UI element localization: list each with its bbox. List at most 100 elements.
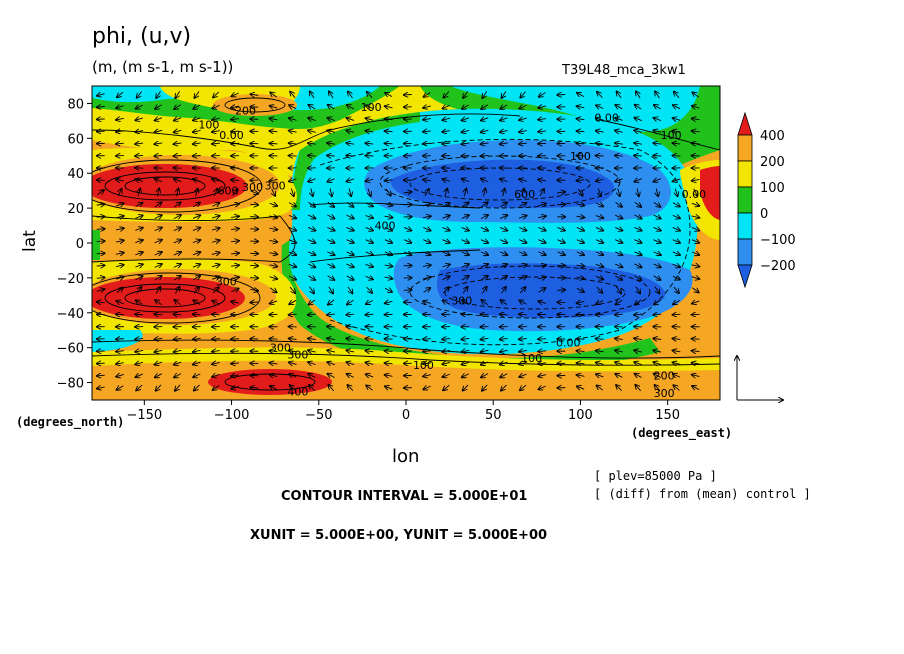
wind-vector [442,105,450,108]
wind-vector [347,374,354,378]
wind-vector [385,363,393,364]
wind-vector [346,202,354,206]
wind-vector [500,202,507,208]
field-green-west-edge [92,230,100,260]
wind-vector [365,339,374,340]
wind-vector [135,374,143,377]
wind-vector [250,191,258,194]
wind-vector [672,156,681,157]
contour-label: 100 [361,101,382,114]
wind-vector [290,385,296,391]
wind-vector [346,314,355,315]
wind-vector [135,264,142,267]
wind-vector [269,339,278,340]
wind-vector [499,252,507,255]
wind-vector [577,301,585,303]
wind-vector [269,351,278,352]
wind-vector [598,188,601,197]
wind-vector [423,106,431,108]
wind-vector [634,179,642,182]
wind-vector [308,374,316,378]
wind-vector [673,286,679,293]
wind-vector [480,264,488,267]
wind-vector [557,192,565,193]
wind-vector [289,105,297,109]
colorbar-cap-top [737,111,753,136]
x-tick-label: 100 [568,408,593,423]
wind-vector [174,143,182,144]
wind-vector [231,204,239,206]
wind-vector [269,216,278,218]
wind-vector [539,92,546,97]
wind-vector [614,264,622,267]
wind-vector [501,287,506,294]
wind-vector [308,362,316,365]
wind-vector [692,351,700,352]
y-axis-unit: (degrees_north) [16,415,125,429]
wind-vector [461,155,470,156]
contour-label: 0.00 [556,336,581,349]
wind-vector [538,375,547,377]
y-axis-label: lat [20,230,40,252]
wind-vector [155,287,160,294]
wind-vector [269,143,278,144]
wind-vector [365,264,374,266]
field-red-nh-high [92,164,247,208]
wind-vector [519,374,527,377]
wind-vector [500,155,508,156]
wind-vector [423,301,431,303]
wind-vector [250,387,259,388]
wind-vector [212,131,220,132]
wind-vector [538,288,546,292]
wind-vector [365,362,374,364]
wind-vector [442,314,451,315]
wind-vector [116,106,124,109]
contour-label: 400 [375,220,396,233]
wind-vector [116,363,124,364]
wind-vector [463,384,469,391]
wind-vector [311,188,313,197]
wind-vector [673,374,681,377]
wind-vector [211,216,220,218]
wind-vector [135,338,144,339]
wind-vector [116,179,124,181]
wind-vector [212,351,220,352]
wind-vector [193,374,201,377]
wind-vector [538,227,545,230]
wind-vector [462,362,470,364]
wind-vector [384,216,393,217]
wind-vector [653,338,662,339]
wind-vector [673,385,680,391]
wind-vector [462,300,469,305]
contour-label: 200 [235,104,256,117]
wind-vector [384,252,392,255]
wind-vector [692,143,700,144]
wind-vector [615,155,623,156]
colorbar-label: 400 [760,129,785,144]
wind-vector [692,131,700,132]
wind-vector [231,241,239,242]
wind-vector [615,179,623,182]
wind-vector [596,286,603,293]
wind-vector [480,276,488,280]
wind-vector [327,155,336,156]
wind-vector [653,252,661,255]
wind-vector [118,189,121,197]
wind-vector [231,302,240,304]
wind-vector [289,131,297,133]
wind-vector [461,276,469,280]
wind-vector [691,277,700,279]
wind-vector [212,301,220,304]
wind-vector [250,94,259,95]
wind-vector [634,276,642,280]
wind-vector [116,301,124,304]
wind-vector [135,362,144,364]
wind-vector [423,143,431,144]
wind-vector [519,300,527,304]
wind-vector [308,118,316,121]
wind-vector [289,286,295,293]
wind-vector [595,227,603,230]
wind-vector [135,179,144,182]
wind-vector [269,179,278,181]
wind-vector [653,227,661,230]
